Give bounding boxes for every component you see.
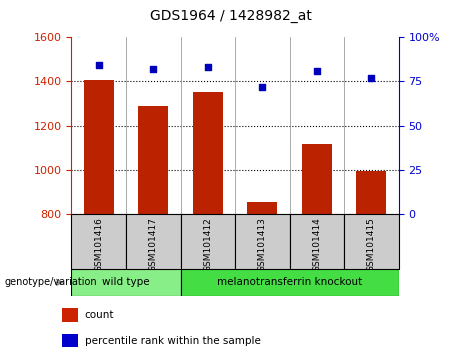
Bar — [181, 214, 235, 269]
Point — [149, 66, 157, 72]
Text: GSM101415: GSM101415 — [367, 217, 376, 272]
Bar — [71, 269, 181, 296]
Text: percentile rank within the sample: percentile rank within the sample — [85, 336, 260, 346]
Text: GSM101413: GSM101413 — [258, 217, 267, 272]
Bar — [344, 214, 399, 269]
Text: GSM101414: GSM101414 — [313, 217, 321, 272]
Text: melanotransferrin knockout: melanotransferrin knockout — [217, 277, 362, 287]
Text: genotype/variation: genotype/variation — [5, 277, 97, 287]
Point — [313, 68, 321, 74]
Bar — [193, 92, 223, 214]
Bar — [235, 214, 290, 269]
Text: GSM101416: GSM101416 — [94, 217, 103, 272]
Point — [259, 84, 266, 90]
Bar — [302, 144, 332, 214]
Text: count: count — [85, 310, 114, 320]
Bar — [138, 106, 168, 214]
Bar — [62, 334, 78, 347]
Point — [204, 64, 212, 70]
Point — [95, 63, 102, 68]
Bar — [126, 214, 181, 269]
Bar — [71, 214, 126, 269]
Text: GDS1964 / 1428982_at: GDS1964 / 1428982_at — [149, 9, 312, 23]
Bar — [62, 308, 78, 322]
Bar — [356, 171, 386, 214]
Text: GSM101417: GSM101417 — [149, 217, 158, 272]
Text: wild type: wild type — [102, 277, 150, 287]
Text: GSM101412: GSM101412 — [203, 217, 213, 272]
Bar — [84, 80, 114, 214]
Bar — [290, 214, 344, 269]
Bar — [248, 202, 278, 214]
Bar — [181, 269, 399, 296]
Point — [368, 75, 375, 81]
